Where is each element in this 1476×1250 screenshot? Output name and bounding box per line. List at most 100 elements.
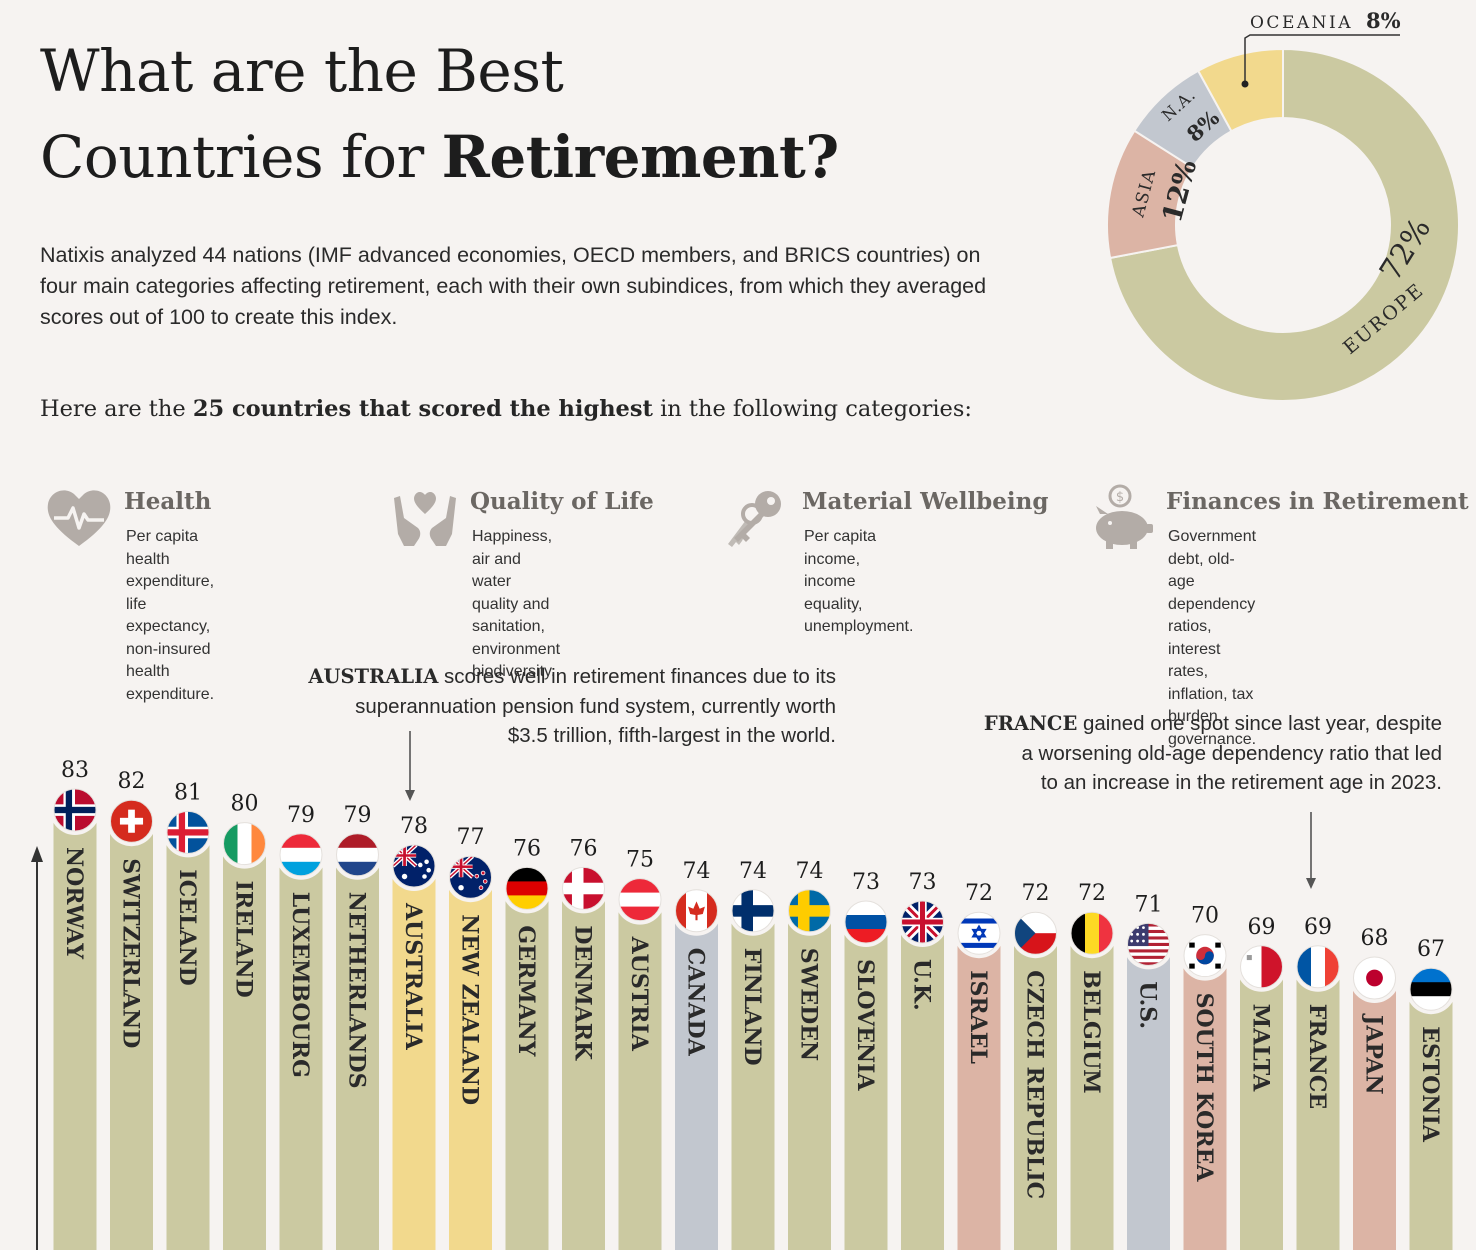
bar-group: 75 AUSTRIA bbox=[615, 848, 665, 1250]
bar-category-label: BELGIUM bbox=[1078, 970, 1104, 1093]
bar-category-label: GERMANY bbox=[513, 925, 539, 1056]
bar-group: 71 U.S. bbox=[1123, 892, 1174, 1250]
estonia-flag-icon bbox=[1410, 968, 1452, 1011]
bar bbox=[788, 910, 831, 1250]
subheading-bold: 25 countries that scored the highest bbox=[192, 396, 653, 422]
bar bbox=[901, 922, 944, 1250]
bar-category-label: JAPAN bbox=[1361, 1013, 1387, 1095]
annotation-australia: AUSTRALIA scores well in retirement fina… bbox=[308, 662, 836, 751]
title-line-1: What are the Best bbox=[40, 37, 564, 105]
bar-value-label: 69 bbox=[1304, 915, 1332, 940]
bar-group: 70 SOUTH KOREA bbox=[1180, 904, 1230, 1250]
bar-category-label: NETHERLANDS bbox=[344, 892, 370, 1089]
bar bbox=[505, 888, 549, 1250]
annotation-line: AUSTRALIA scores well in retirement fina… bbox=[308, 665, 836, 688]
heart-pulse-icon bbox=[47, 490, 111, 546]
flag-ring bbox=[1067, 908, 1117, 959]
bar-group: 76 DENMARK bbox=[558, 836, 609, 1250]
piggy-bank-icon: $ bbox=[1096, 484, 1153, 549]
norway-flag-icon bbox=[54, 789, 96, 831]
page-title: What are the Best Countries for Retireme… bbox=[40, 28, 839, 200]
bar-category-label: ICELAND bbox=[174, 869, 200, 985]
donut-value-label: 8% bbox=[1366, 8, 1401, 33]
bar-group: 73 SLOVENIA bbox=[841, 870, 891, 1250]
flag-ring bbox=[50, 785, 100, 835]
bar-category-label: SLOVENIA bbox=[852, 959, 878, 1091]
flag-ring bbox=[671, 885, 722, 936]
switzerland-flag-icon bbox=[110, 800, 153, 843]
canada-flag-icon bbox=[675, 889, 718, 932]
flag-ring bbox=[163, 807, 213, 858]
bar-category-label: MALTA bbox=[1248, 1004, 1274, 1092]
flag-ring bbox=[276, 829, 326, 880]
bar bbox=[957, 933, 1001, 1250]
bar bbox=[1409, 989, 1453, 1250]
bar-category-label: NORWAY bbox=[61, 847, 87, 959]
denmark-flag-icon bbox=[562, 867, 605, 910]
flag-ring bbox=[615, 874, 665, 925]
bar-value-label: 83 bbox=[61, 758, 89, 783]
bar-category-label: DENMARK bbox=[570, 925, 596, 1061]
flag-ring bbox=[897, 897, 948, 947]
flag-ring bbox=[445, 852, 496, 903]
bar-category-label: AUSTRIA bbox=[626, 936, 652, 1052]
bar-group: 77 NEW ZEALAND bbox=[445, 825, 496, 1250]
title-line-2-regular: Countries for bbox=[40, 123, 442, 191]
bar-value-label: 73 bbox=[909, 870, 937, 895]
flag-ring bbox=[1236, 941, 1287, 992]
category-description: Government debt, old-age dependency rati… bbox=[1168, 528, 1257, 748]
bar-category-label: SWEDEN bbox=[796, 948, 822, 1061]
bar bbox=[1070, 933, 1114, 1250]
annotation-line: superannuation pension fund system, curr… bbox=[355, 694, 836, 718]
bar-group: 74 FINLAND bbox=[728, 859, 778, 1250]
netherlands-flag-icon bbox=[336, 833, 379, 876]
flag-ring bbox=[106, 796, 157, 847]
bar-value-label: 78 bbox=[400, 814, 428, 839]
flag-ring bbox=[332, 829, 383, 880]
bar-category-label: NEW ZEALAND bbox=[457, 914, 483, 1105]
hands-heart-icon bbox=[394, 491, 456, 546]
flag-ring bbox=[1293, 941, 1343, 992]
bar-category-label: CZECH REPUBLIC bbox=[1022, 970, 1048, 1199]
bar-value-label: 74 bbox=[739, 859, 767, 884]
bar-group: 81 ICELAND bbox=[163, 780, 213, 1250]
bar bbox=[166, 832, 210, 1250]
annotation-line: a worsening old-age dependency ratio tha… bbox=[1021, 741, 1442, 765]
bar-category-label: SOUTH KOREA bbox=[1191, 993, 1217, 1183]
oceania-callout-line bbox=[1244, 34, 1400, 84]
bar-value-label: 77 bbox=[457, 825, 485, 850]
bar-group: 69 FRANCE bbox=[1293, 915, 1343, 1250]
bar-value-label: 71 bbox=[1135, 892, 1163, 917]
subheading: Here are the 25 countries that scored th… bbox=[40, 396, 972, 422]
bar-category-label: IRELAND bbox=[231, 881, 257, 998]
bar bbox=[1240, 966, 1283, 1250]
bar-group: 73 U.K. bbox=[897, 870, 948, 1250]
flag-ring bbox=[784, 885, 835, 936]
bar bbox=[562, 888, 605, 1250]
sweden-flag-icon bbox=[788, 889, 831, 932]
bar bbox=[844, 922, 888, 1250]
bar-category-label: ESTONIA bbox=[1417, 1026, 1443, 1143]
bar-group: 79 LUXEMBOURG bbox=[276, 803, 326, 1250]
intro-text: Natixis analyzed 44 nations (IMF advance… bbox=[40, 243, 987, 329]
bar-group: 76 GERMANY bbox=[502, 836, 552, 1250]
bar bbox=[1183, 955, 1227, 1250]
bar-value-label: 68 bbox=[1361, 926, 1389, 951]
bar-value-label: 74 bbox=[796, 859, 824, 884]
svg-text:$: $ bbox=[1116, 490, 1124, 505]
bar-value-label: 72 bbox=[1078, 881, 1106, 906]
oceania-callout-dot bbox=[1241, 80, 1249, 88]
category-description: Per capita health expenditure, life expe… bbox=[126, 528, 215, 703]
bar-category-label: U.S. bbox=[1135, 981, 1161, 1029]
south-korea-flag-icon bbox=[1184, 934, 1226, 977]
bar-value-label: 67 bbox=[1417, 937, 1445, 962]
belgium-flag-icon bbox=[1071, 912, 1113, 955]
bar-group: 72 CZECH REPUBLIC bbox=[1010, 881, 1061, 1250]
bar bbox=[1353, 978, 1396, 1250]
bar bbox=[223, 843, 266, 1250]
bar-value-label: 73 bbox=[852, 870, 880, 895]
luxembourg-flag-icon bbox=[280, 833, 322, 876]
annotation-bold: FRANCE bbox=[983, 712, 1078, 735]
bar-value-label: 81 bbox=[174, 780, 202, 805]
czech-republic-flag-icon bbox=[1014, 912, 1057, 955]
